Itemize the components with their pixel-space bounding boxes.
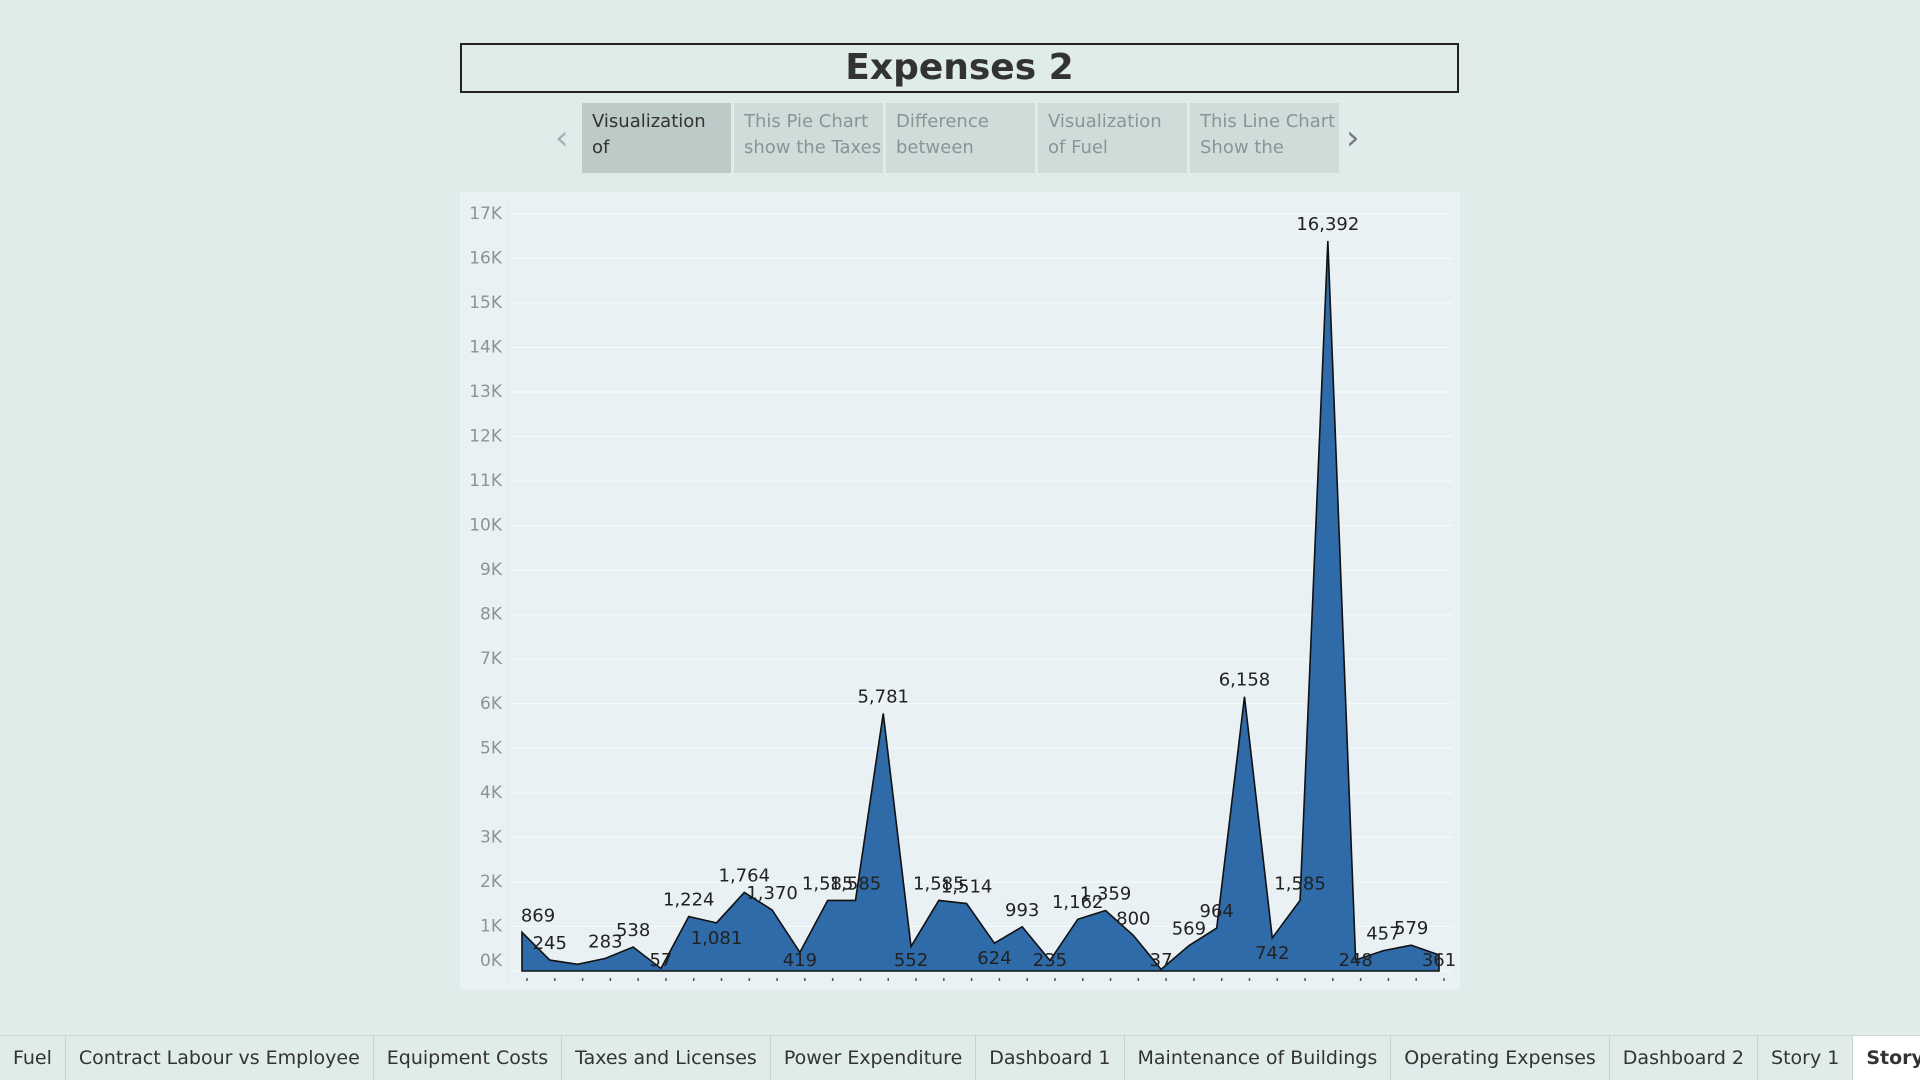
y-tick-label: 1K <box>480 916 503 936</box>
sheet-tab[interactable]: Operating Expenses <box>1391 1036 1610 1080</box>
data-label: 235 <box>1033 950 1067 971</box>
data-label: 361 <box>1422 950 1456 971</box>
data-label: 538 <box>616 920 650 941</box>
story-point-line: Visualization <box>592 111 706 132</box>
story-title: Expenses 2 <box>460 43 1459 93</box>
sheet-tab[interactable]: Dashboard 1 <box>976 1036 1125 1080</box>
data-label: 1,585 <box>1274 873 1326 894</box>
y-tick-label: 16K <box>469 248 503 268</box>
data-label: 964 <box>1200 901 1234 922</box>
data-label: 57 <box>649 950 672 971</box>
y-tick-label: 0K <box>480 951 503 971</box>
chart: 0K 1K 2K 3K 4K 5K 6K 7K 8K 9K 10K 11K 12K 13K 14K 15K 16… <box>460 192 1460 990</box>
data-label: 1,585 <box>913 873 965 894</box>
y-tick-label: 5K <box>480 738 503 758</box>
area <box>521 240 1440 972</box>
sheet-tab[interactable]: Power Expenditure <box>771 1036 977 1080</box>
story-point[interactable]: Difference between <box>886 103 1035 173</box>
story-point-line: between <box>896 137 974 158</box>
data-label: 1,370 <box>746 883 798 904</box>
sheet-tab[interactable]: Story 1 <box>1758 1036 1854 1080</box>
sheet-tab[interactable]: Story 2 <box>1853 1036 1920 1080</box>
data-label: 800 <box>1116 908 1150 929</box>
story-point-line: of <box>592 137 610 158</box>
data-label: 6,158 <box>1219 670 1271 691</box>
sheet-tab[interactable]: Fuel <box>0 1036 66 1080</box>
data-label: 283 <box>588 931 622 952</box>
chart-pane <box>460 192 1460 990</box>
data-label: 245 <box>533 933 567 954</box>
data-label: 1,081 <box>691 928 743 949</box>
story-point-line: This Pie Chart <box>744 111 869 132</box>
y-tick-label: 8K <box>480 605 503 625</box>
data-label: 624 <box>977 948 1011 969</box>
y-tick-label: 2K <box>480 872 503 892</box>
sheet-tabs: Fuel Contract Labour vs Employee Equipment… <box>0 1035 1920 1080</box>
story-point[interactable]: Visualization of <box>582 103 731 173</box>
sheet-tab[interactable]: Taxes and Licenses <box>562 1036 771 1080</box>
data-label: 1,514 <box>941 877 993 898</box>
data-label: 1,764 <box>719 865 771 886</box>
data-label: 5,781 <box>857 687 909 708</box>
y-tick-label: 6K <box>480 694 503 714</box>
story-point[interactable]: This Pie Chart show the Taxes <box>734 103 883 173</box>
y-tick-label: 14K <box>469 337 503 357</box>
story-point-line: show the Taxes <box>744 137 882 158</box>
data-label: 1,359 <box>1080 883 1132 904</box>
story-point-line: Difference <box>896 111 989 132</box>
y-tick-label: 11K <box>469 471 503 491</box>
y-tick-label: 15K <box>469 293 503 313</box>
y-tick-label: 17K <box>469 204 503 224</box>
story-point-line: This Line Chart <box>1200 111 1336 132</box>
y-tick-label: 7K <box>480 649 503 669</box>
prev-arrow[interactable]: ‹ <box>555 118 569 158</box>
story-point[interactable]: This Line Chart Show the <box>1190 103 1339 173</box>
data-label: 742 <box>1255 943 1289 964</box>
y-tick-label: 9K <box>480 560 503 580</box>
data-label: 1,585 <box>830 873 882 894</box>
data-label: 569 <box>1172 919 1206 940</box>
data-label: 1,224 <box>663 889 715 910</box>
sheet-tab[interactable]: Dashboard 2 <box>1610 1036 1759 1080</box>
y-tick-label: 13K <box>469 382 503 402</box>
data-label: 248 <box>1338 950 1372 971</box>
y-tick-label: 10K <box>469 516 503 536</box>
data-label: 552 <box>894 950 928 971</box>
data-label: 1,162 <box>1052 892 1104 913</box>
y-tick-label: 12K <box>469 427 503 447</box>
data-label: 579 <box>1394 918 1428 939</box>
data-label: 869 <box>521 905 555 926</box>
y-tick-label: 4K <box>480 783 503 803</box>
y-tick-label: 3K <box>480 827 503 847</box>
data-label: 457 <box>1366 924 1400 945</box>
next-arrow[interactable]: › <box>1346 118 1360 158</box>
data-label: 37 <box>1150 950 1173 971</box>
story-points: Visualization of This Pie Chart show the Ta… <box>582 103 1339 173</box>
sheet-tab[interactable]: Contract Labour vs Employee <box>66 1036 374 1080</box>
story-point-line: Visualization <box>1048 111 1162 132</box>
data-label: 993 <box>1005 900 1039 921</box>
sheet-tab[interactable]: Equipment Costs <box>374 1036 563 1080</box>
data-label: 419 <box>783 950 817 971</box>
data-label: 16,392 <box>1296 214 1359 235</box>
story-point[interactable]: Visualization of Fuel <box>1038 103 1187 173</box>
sheet-tab[interactable]: Maintenance of Buildings <box>1125 1036 1392 1080</box>
story-point-line: Show the <box>1200 137 1284 158</box>
story-point-line: of Fuel <box>1048 137 1108 158</box>
data-label: 1,585 <box>802 873 854 894</box>
